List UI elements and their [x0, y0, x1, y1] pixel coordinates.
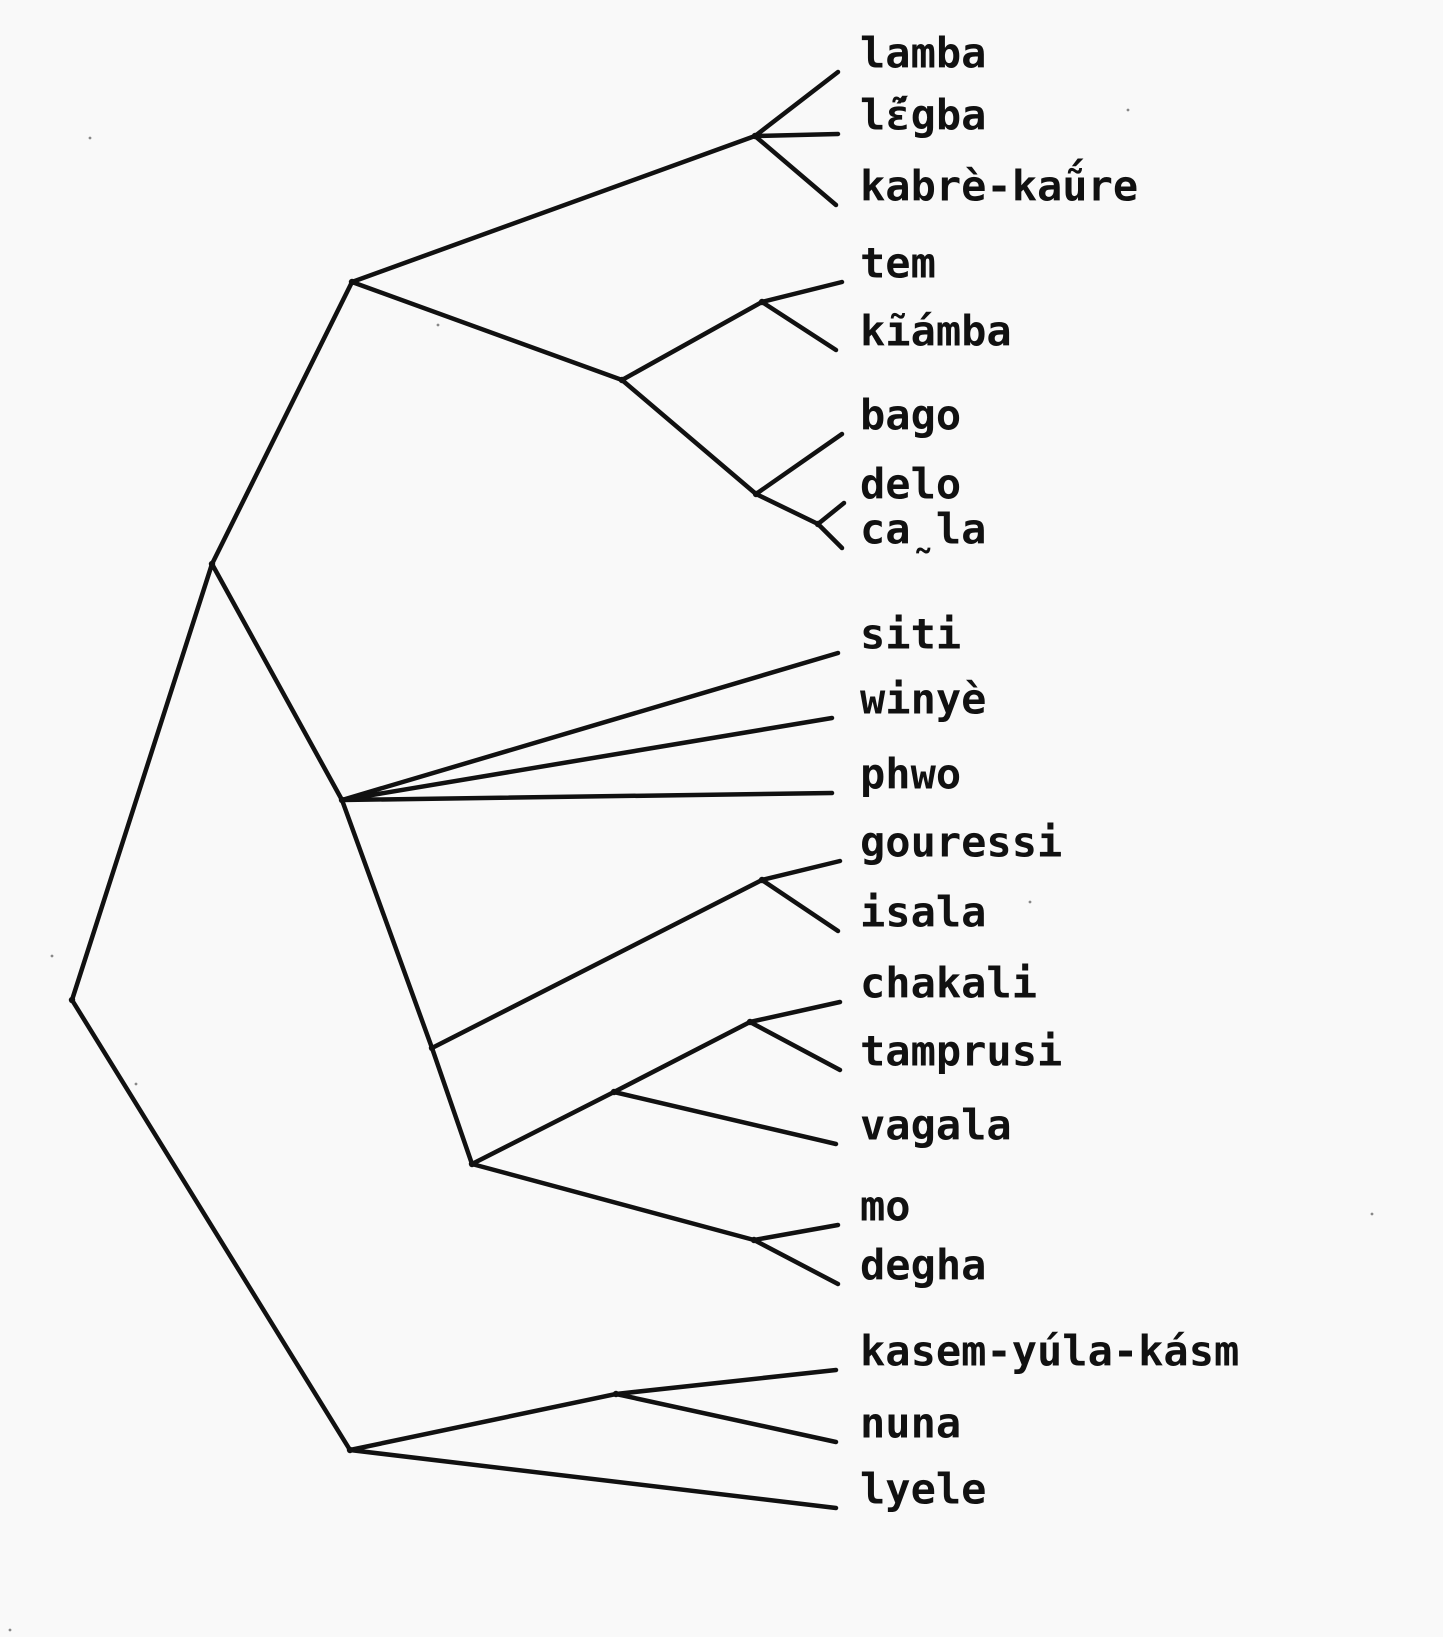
branch-lamba-group-to-legba: [752, 131, 841, 139]
leaf-labels: lamba lɛ̃́gba kabrè-kaṹre tem kĩ́amba bago del…: [860, 29, 1239, 1514]
leaf-label-degha: degha: [860, 1241, 986, 1290]
branch-west-to-chakali-mo: [429, 1045, 475, 1167]
leaf-label-tamprusi: tamprusi: [860, 1027, 1062, 1076]
leaf-label-kiamba: kĩ́amba: [860, 307, 1012, 356]
leaf-label-siti: siti: [860, 610, 961, 659]
leaf-label-bago: bago: [860, 391, 961, 440]
scan-speck: [1370, 1212, 1374, 1216]
leaf-label-vagala: vagala: [860, 1101, 1012, 1150]
leaf-label-chakali: chakali: [860, 959, 1037, 1008]
scan-speck: [1126, 108, 1130, 112]
scan-speck: [50, 954, 54, 958]
branch-central-to-west: [339, 797, 435, 1051]
branch-gouressi-group-to-gouressi: [759, 858, 843, 883]
leaf-label-lamba: lamba: [860, 29, 986, 78]
scan-speck: [8, 1628, 12, 1632]
branch-delo-group-to-cala: [815, 521, 845, 551]
leaf-label-gouressi: gouressi: [860, 818, 1062, 867]
branch-lines: [68, 69, 847, 1511]
branch-root-to-upper: [69, 561, 215, 1003]
scan-speck: [88, 136, 92, 140]
branch-kasem-group-to-kasem: [613, 1367, 839, 1397]
branch-central-to-winye: [339, 715, 835, 803]
branch-gouressi-group-to-isala: [759, 877, 841, 934]
scan-speck: [436, 323, 440, 327]
branch-chakali-mo-to-mo-group: [469, 1161, 757, 1243]
leaf-label-isala: isala: [860, 888, 986, 937]
branch-mo-group-to-degha: [751, 1237, 841, 1287]
branch-lamba-group-to-kabre: [752, 133, 839, 208]
branch-kasem-group-to-nuna: [613, 1391, 839, 1445]
branch-chakali-vagala-to-vagala: [611, 1089, 839, 1147]
branch-tem-group-to-kiamba: [759, 299, 839, 353]
branch-central-to-siti: [339, 650, 841, 803]
branch-chakali-mo-to-chakali-vagala: [469, 1089, 617, 1167]
branch-mo-group-to-mo: [751, 1222, 841, 1243]
leaf-label-winye: winyè: [860, 675, 986, 724]
branch-north-to-lamba-group: [349, 133, 758, 285]
branch-north-to-tem-bago: [349, 279, 625, 383]
branch-bago-group-to-delo-group: [753, 491, 821, 527]
branch-lower-to-kasem-group: [347, 1391, 619, 1453]
branch-delo-group-to-delo: [815, 500, 847, 527]
branch-west-to-gouressi-group: [429, 877, 765, 1051]
branch-chakali-group-to-chakali: [747, 999, 843, 1025]
leaf-label-cala: ca̰la: [860, 505, 986, 554]
branch-bago-group-to-bago: [753, 431, 845, 497]
branch-chakali-group-to-tamprusi: [747, 1019, 843, 1073]
leaf-label-lyele: lyele: [860, 1465, 986, 1514]
scan-speck: [134, 1082, 138, 1086]
branch-central-to-phwo: [339, 790, 835, 803]
leaf-label-delo: delo: [860, 460, 961, 509]
branch-tem-bago-to-bago-group: [619, 377, 759, 497]
leaf-label-mo: mo: [860, 1182, 911, 1231]
leaf-label-legba: lɛ̃́gba: [860, 91, 986, 140]
leaf-label-tem: tem: [860, 239, 936, 288]
branch-upper-to-central: [209, 561, 345, 803]
scan-speck: [1028, 900, 1032, 904]
branch-root-to-lower: [69, 997, 353, 1453]
scan-specks: [8, 108, 1374, 1632]
branch-lower-to-lyele: [347, 1447, 839, 1511]
leaf-label-nuna: nuna: [860, 1399, 961, 1448]
leaf-label-kabre: kabrè-kaṹre: [860, 158, 1138, 211]
leaf-label-kasem: kasem-yúla-kásm: [860, 1327, 1239, 1376]
branch-lamba-group-to-lamba: [752, 69, 841, 139]
branch-upper-to-north: [209, 279, 355, 567]
branch-tem-bago-to-tem-group: [619, 299, 765, 383]
leaf-label-phwo: phwo: [860, 750, 961, 799]
branch-chakali-vagala-to-chakali-group: [611, 1019, 753, 1095]
branch-tem-group-to-tem: [759, 279, 845, 305]
